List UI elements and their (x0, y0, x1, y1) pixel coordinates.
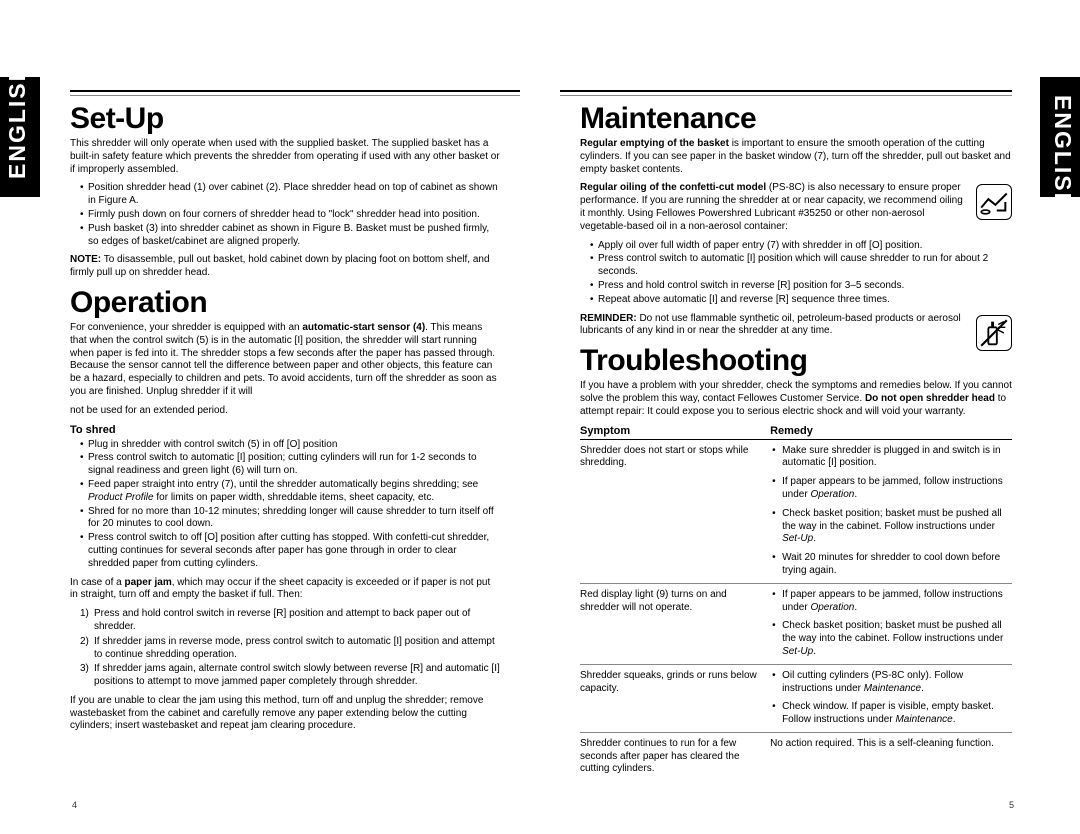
symptom-cell: Shredder squeaks, grinds or runs below c… (580, 664, 770, 732)
troubleshooting-table: Symptom Remedy Shredder does not start o… (580, 425, 1012, 782)
shred-bullet: Press control switch to off [O] position… (80, 532, 500, 570)
setup-intro: This shredder will only operate when use… (70, 138, 500, 176)
left-column: Set-Up This shredder will only operate w… (0, 0, 540, 834)
table-header-row: Symptom Remedy (580, 425, 1012, 440)
to-shred-subhead: To shred (70, 424, 500, 436)
maintenance-p1: Regular emptying of the basket is import… (580, 138, 1012, 176)
maintenance-heading: Maintenance (580, 102, 1012, 136)
maintenance-p2: Regular oiling of the confetti-cut model… (580, 182, 1012, 233)
setup-bullets: Position shredder head (1) over cabinet … (70, 182, 500, 248)
remedy-item: Check basket position; basket must be pu… (772, 620, 1008, 658)
jam-after: If you are unable to clear the jam using… (70, 695, 500, 733)
right-column: Maintenance Regular emptying of the bask… (540, 0, 1080, 834)
page-number-right: 5 (1009, 800, 1014, 810)
operation-intro2: not be used for an extended period. (70, 405, 500, 418)
operation-heading: Operation (70, 286, 500, 320)
symptom-cell: Shredder continues to run for a few seco… (580, 732, 770, 781)
remedy-cell: No action required. This is a self-clean… (770, 732, 1012, 781)
remedy-cell: If paper appears to be jammed, follow in… (770, 583, 1012, 664)
page-number-left: 4 (72, 800, 77, 810)
jam-step: 2)If shredder jams in reverse mode, pres… (80, 636, 500, 662)
setup-bullet: Firmly push down on four corners of shre… (80, 209, 500, 222)
page-spread: Set-Up This shredder will only operate w… (0, 0, 1080, 834)
table-row: Shredder does not start or stops while s… (580, 439, 1012, 583)
remedy-cell: Make sure shredder is plugged in and swi… (770, 439, 1012, 583)
setup-heading: Set-Up (70, 102, 500, 136)
oil-icon (976, 184, 1012, 220)
troubleshooting-intro: If you have a problem with your shredder… (580, 380, 1012, 418)
shred-bullet: Shred for no more than 10-12 minutes; sh… (80, 506, 500, 532)
shred-bullets: Plug in shredder with control switch (5)… (70, 439, 500, 571)
remedy-item: If paper appears to be jammed, follow in… (772, 476, 1008, 502)
table-row: Shredder squeaks, grinds or runs below c… (580, 664, 1012, 732)
operation-intro: For convenience, your shredder is equipp… (70, 322, 500, 399)
remedy-item: Oil cutting cylinders (PS-8C only). Foll… (772, 670, 1008, 696)
rule-top-left (70, 90, 520, 96)
col-remedy: Remedy (770, 425, 1012, 440)
table-row: Red display light (9) turns on and shred… (580, 583, 1012, 664)
maint-bullet: Repeat above automatic [I] and reverse [… (590, 294, 1012, 307)
jam-intro: In case of a paper jam, which may occur … (70, 577, 500, 603)
remedy-item: Wait 20 minutes for shredder to cool dow… (772, 552, 1008, 578)
shred-bullet: Press control switch to automatic [I] po… (80, 452, 500, 478)
shred-bullet: Plug in shredder with control switch (5)… (80, 439, 500, 452)
rule-top-right (560, 90, 1012, 96)
maintenance-bullets: Apply oil over full width of paper entry… (580, 240, 1012, 307)
remedy-item: Check basket position; basket must be pu… (772, 508, 1008, 546)
jam-step: 1)Press and hold control switch in rever… (80, 608, 500, 634)
maint-bullet: Press and hold control switch in reverse… (590, 280, 1012, 293)
jam-steps: 1)Press and hold control switch in rever… (70, 608, 500, 689)
jam-step: 3)If shredder jams again, alternate cont… (80, 663, 500, 689)
troubleshooting-heading: Troubleshooting (580, 344, 1012, 378)
remedy-item: Make sure shredder is plugged in and swi… (772, 445, 1008, 471)
maint-bullet: Press control switch to automatic [I] po… (590, 253, 1012, 279)
symptom-cell: Shredder does not start or stops while s… (580, 439, 770, 583)
maintenance-reminder: REMINDER: Do not use flammable synthetic… (580, 313, 1012, 339)
col-symptom: Symptom (580, 425, 770, 440)
shred-bullet: Feed paper straight into entry (7), unti… (80, 479, 500, 505)
symptom-cell: Red display light (9) turns on and shred… (580, 583, 770, 664)
maint-bullet: Apply oil over full width of paper entry… (590, 240, 1012, 253)
remedy-item: If paper appears to be jammed, follow in… (772, 589, 1008, 615)
remedy-item: Check window. If paper is visible, empty… (772, 701, 1008, 727)
table-row: Shredder continues to run for a few seco… (580, 732, 1012, 781)
setup-bullet: Push basket (3) into shredder cabinet as… (80, 223, 500, 249)
remedy-cell: Oil cutting cylinders (PS-8C only). Foll… (770, 664, 1012, 732)
setup-bullet: Position shredder head (1) over cabinet … (80, 182, 500, 208)
no-aerosol-icon (976, 315, 1012, 351)
setup-note: NOTE: To disassemble, pull out basket, h… (70, 254, 500, 280)
